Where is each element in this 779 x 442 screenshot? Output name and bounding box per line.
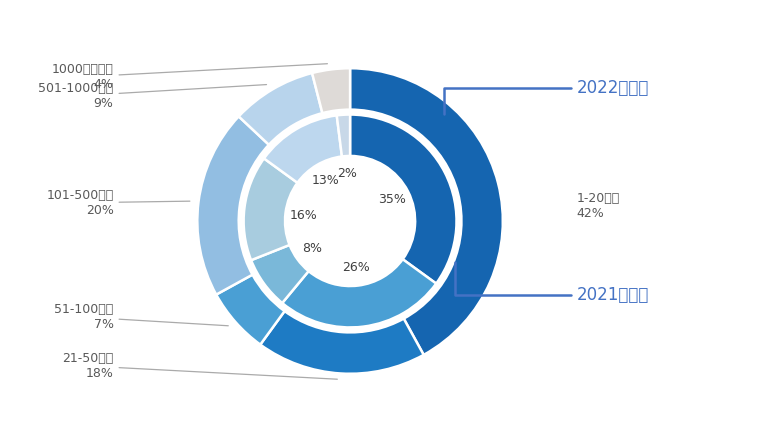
Wedge shape [260,311,424,374]
Text: 1-20亿元
42%: 1-20亿元 42% [576,192,620,220]
Wedge shape [251,245,308,303]
Text: 2022年营收: 2022年营收 [444,79,649,114]
Wedge shape [282,259,436,328]
Wedge shape [217,274,284,345]
Text: 16%: 16% [289,209,317,221]
Text: 501-1000亿元
9%: 501-1000亿元 9% [38,82,266,110]
Text: 13%: 13% [312,174,340,187]
Wedge shape [244,158,298,260]
Wedge shape [197,116,269,295]
Wedge shape [350,68,502,355]
Text: 2021年营收: 2021年营收 [455,262,649,304]
Text: 21-50亿元
18%: 21-50亿元 18% [62,352,337,380]
Wedge shape [238,73,323,145]
Wedge shape [337,114,350,156]
Text: 2%: 2% [337,167,357,180]
Wedge shape [312,68,350,113]
Text: 26%: 26% [342,261,370,274]
Text: 51-100亿元
7%: 51-100亿元 7% [55,303,228,331]
Text: 1000亿元以上
4%: 1000亿元以上 4% [51,63,327,91]
Text: 101-500亿元
20%: 101-500亿元 20% [46,189,190,217]
Text: 8%: 8% [301,242,322,255]
Wedge shape [264,115,342,183]
Text: 35%: 35% [379,193,406,206]
Wedge shape [350,114,456,284]
